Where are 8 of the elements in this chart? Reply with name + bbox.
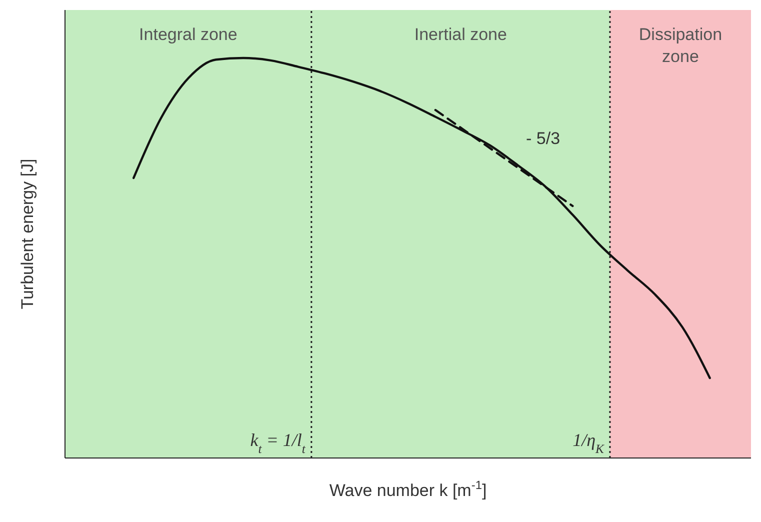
text: Inertial zone: [414, 25, 507, 44]
y-axis-title: Turbulent energy [J]: [18, 158, 37, 310]
annotation: Dissipation zone: [638, 25, 722, 66]
annotation: 1/η$_{K}$: [572, 430, 605, 456]
annotation: k$_{t}$ = 1/l$_{t}$: [250, 430, 306, 456]
x-axis-title: Wave number k [m$^{-1}$]: [329, 478, 487, 500]
annotation: - 5/3: [526, 129, 560, 148]
text: Integral zone: [139, 25, 238, 44]
